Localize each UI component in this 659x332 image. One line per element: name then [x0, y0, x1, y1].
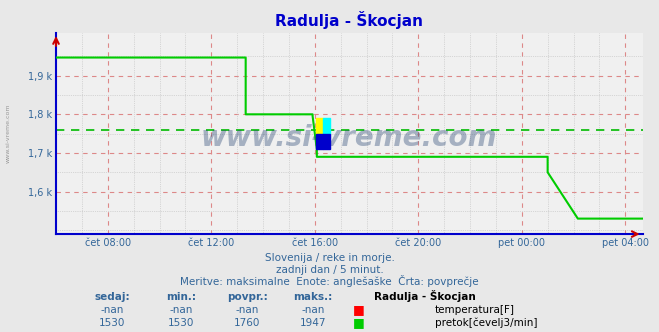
- Text: -nan: -nan: [301, 305, 325, 315]
- Text: sedaj:: sedaj:: [94, 292, 130, 302]
- Text: Radulja - Škocjan: Radulja - Škocjan: [374, 290, 476, 302]
- Text: 1530: 1530: [99, 318, 125, 328]
- Text: pretok[čevelj3/min]: pretok[čevelj3/min]: [435, 317, 538, 328]
- Text: www.si-vreme.com: www.si-vreme.com: [201, 124, 498, 152]
- Text: povpr.:: povpr.:: [227, 292, 268, 302]
- Bar: [323, 118, 330, 133]
- Text: Slovenija / reke in morje.: Slovenija / reke in morje.: [264, 253, 395, 263]
- Text: temperatura[F]: temperatura[F]: [435, 305, 515, 315]
- Text: Meritve: maksimalne  Enote: anglešaške  Črta: povprečje: Meritve: maksimalne Enote: anglešaške Čr…: [180, 275, 479, 287]
- Text: min.:: min.:: [166, 292, 196, 302]
- Bar: [316, 118, 323, 133]
- Text: 1530: 1530: [168, 318, 194, 328]
- Text: -nan: -nan: [169, 305, 193, 315]
- Text: ■: ■: [353, 316, 365, 329]
- Text: zadnji dan / 5 minut.: zadnji dan / 5 minut.: [275, 265, 384, 275]
- Bar: [323, 133, 330, 149]
- Text: 1760: 1760: [234, 318, 260, 328]
- Text: ■: ■: [353, 303, 365, 316]
- Text: -nan: -nan: [100, 305, 124, 315]
- Text: maks.:: maks.:: [293, 292, 333, 302]
- Text: 1947: 1947: [300, 318, 326, 328]
- Text: www.si-vreme.com: www.si-vreme.com: [5, 103, 11, 163]
- Bar: [316, 133, 323, 149]
- Title: Radulja - Škocjan: Radulja - Škocjan: [275, 11, 423, 29]
- Text: -nan: -nan: [235, 305, 259, 315]
